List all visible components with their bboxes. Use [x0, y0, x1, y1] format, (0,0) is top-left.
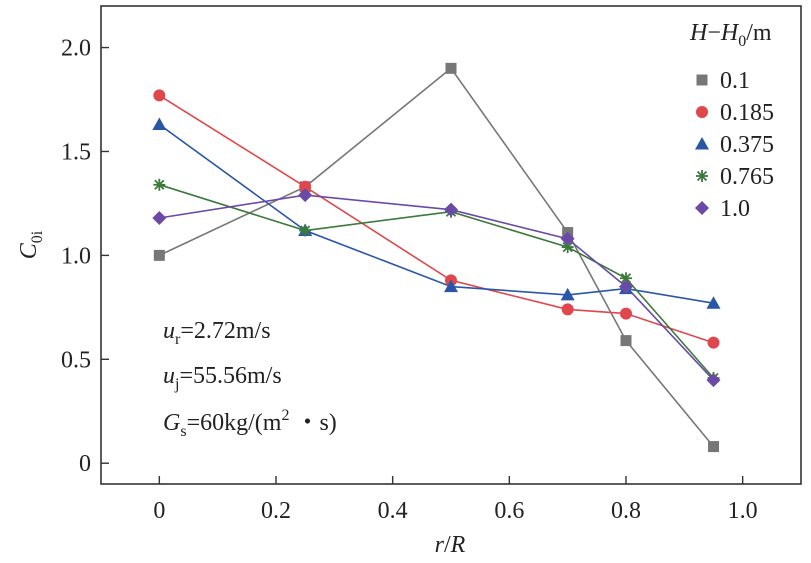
data-point-0.185	[707, 336, 720, 349]
x-tick-label: 0.4	[378, 498, 408, 524]
annotation-uj: uj=55.56m/s	[163, 363, 282, 393]
legend-marker-0.375	[695, 137, 709, 150]
data-point-0.375	[152, 117, 167, 130]
data-point-1.0	[619, 279, 633, 294]
legend-label-1.0: 1.0	[720, 196, 750, 222]
series-line-0.765	[159, 183, 715, 379]
y-axis-label: C0i	[16, 230, 46, 259]
data-point-0.1	[153, 249, 165, 261]
legend-marker-1.0	[695, 201, 709, 215]
data-point-1.0	[152, 210, 167, 225]
data-point-0.185	[299, 180, 312, 193]
x-tick-label: 0.6	[494, 498, 524, 524]
y-tick-label: 1.5	[61, 139, 91, 165]
data-point-0.375	[706, 296, 721, 309]
data-point-0.185	[620, 307, 632, 320]
data-point-1.0	[444, 202, 458, 217]
data-point-0.185	[153, 89, 166, 102]
data-point-0.765	[561, 241, 574, 254]
data-point-0.765	[620, 272, 632, 285]
data-point-0.765	[299, 224, 312, 237]
legend-label-0.185: 0.185	[720, 100, 774, 126]
legend-title: H−H0/m	[689, 20, 772, 50]
data-point-1.0	[706, 373, 721, 388]
legend-marker-0.765	[696, 170, 708, 182]
data-point-0.1	[620, 335, 632, 347]
x-axis-label: r/R	[435, 532, 466, 558]
annotation-ur: ur=2.72m/s	[163, 318, 271, 348]
series-line-1.0	[159, 194, 715, 381]
x-tick-label: 0.8	[611, 498, 641, 524]
x-tick-label: 0	[153, 498, 165, 524]
series-line-0.185	[158, 94, 714, 344]
y-tick-label: 2.0	[61, 36, 91, 62]
y-tick-label: 0.5	[61, 347, 91, 373]
data-point-0.1	[708, 441, 719, 453]
legend-marker-0.185	[696, 106, 708, 118]
legend-marker-0.1	[696, 74, 708, 86]
annotation-gs: Gs=60kg/(m2 ・s)	[163, 407, 337, 440]
data-point-0.185	[561, 303, 574, 316]
plot-frame	[100, 5, 802, 485]
data-point-0.375	[444, 279, 458, 293]
data-point-0.765	[153, 178, 166, 191]
y-tick-label: 0	[79, 451, 91, 477]
legend-label-0.1: 0.1	[720, 68, 750, 94]
data-point-1.0	[298, 188, 313, 203]
series-line-0.375	[158, 123, 714, 304]
legend-label-0.765: 0.765	[720, 164, 774, 190]
data-point-1.0	[560, 231, 575, 246]
data-point-0.375	[560, 287, 575, 301]
y-tick-label: 1.0	[61, 243, 91, 269]
data-point-0.1	[445, 62, 457, 74]
series-line-0.1	[158, 67, 715, 448]
x-tick-label: 0.2	[261, 498, 291, 524]
legend-label-0.375: 0.375	[720, 132, 774, 158]
x-tick-label: 1.0	[728, 498, 758, 524]
